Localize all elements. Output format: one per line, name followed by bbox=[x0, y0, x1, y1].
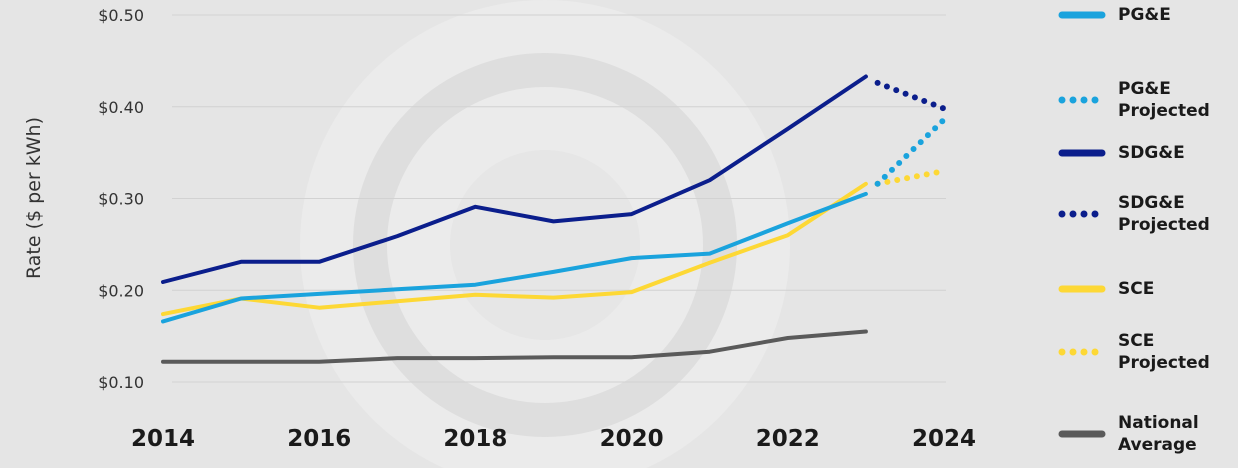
series-line-sdge bbox=[161, 74, 868, 284]
legend-item-sce-projected: SCE Projected bbox=[1058, 330, 1210, 374]
series-line-national-average bbox=[161, 329, 868, 364]
legend-label: PG&E bbox=[1118, 5, 1171, 25]
legend-item-pge-projected: PG&E Projected bbox=[1058, 78, 1210, 122]
legend-label: SCE bbox=[1118, 279, 1155, 299]
gridlines bbox=[172, 14, 946, 383]
legend-swatch bbox=[1058, 210, 1106, 218]
watermark-logo bbox=[300, 0, 790, 468]
legend-swatch bbox=[1058, 11, 1106, 19]
series-line-sdge-projected bbox=[874, 79, 947, 112]
series-line-pge bbox=[161, 191, 868, 324]
x-tick-label: 2024 bbox=[912, 426, 976, 452]
legend-swatch bbox=[1058, 149, 1106, 157]
legend-item-sdge-projected: SDG&E Projected bbox=[1058, 192, 1210, 236]
legend-label: SDG&E bbox=[1118, 143, 1185, 163]
y-tick-label: $0.20 bbox=[98, 281, 144, 300]
legend-item-pge: PG&E bbox=[1058, 4, 1171, 26]
legend: PG&E PG&E Projected SDG&E SDG&E Projected SCE S… bbox=[1058, 0, 1238, 468]
x-tick-label: 2018 bbox=[443, 426, 507, 452]
legend-swatch bbox=[1058, 285, 1106, 293]
legend-item-sdge: SDG&E bbox=[1058, 142, 1185, 164]
y-axis-label: Rate ($ per kWh) bbox=[23, 117, 45, 279]
legend-label: SCE Projected bbox=[1118, 331, 1210, 373]
y-tick-label: $0.30 bbox=[98, 190, 144, 209]
x-tick-label: 2016 bbox=[287, 426, 351, 452]
y-axis: $0.10 $0.20 $0.30 $0.40 $0.50 bbox=[98, 6, 144, 392]
series-line-sce-projected bbox=[874, 168, 947, 187]
legend-swatch bbox=[1058, 430, 1106, 438]
series-line-sce bbox=[161, 181, 868, 317]
legend-label: National Average bbox=[1118, 413, 1199, 455]
series-line-pge-projected bbox=[874, 116, 947, 187]
legend-item-sce: SCE bbox=[1058, 278, 1154, 300]
legend-swatch bbox=[1058, 96, 1106, 104]
legend-label: SDG&E Projected bbox=[1118, 193, 1210, 235]
legend-item-national-average: National Average bbox=[1058, 412, 1199, 456]
legend-label: PG&E Projected bbox=[1118, 79, 1210, 121]
x-tick-label: 2020 bbox=[600, 426, 664, 452]
y-tick-label: $0.50 bbox=[98, 6, 144, 25]
y-tick-label: $0.10 bbox=[98, 373, 144, 392]
series-lines bbox=[161, 74, 947, 364]
legend-swatch bbox=[1058, 348, 1106, 356]
line-chart: $0.10$0.20$0.30$0.40$0.50 2014 2016 2018 20… bbox=[23, 0, 977, 468]
x-tick-label: 2022 bbox=[756, 426, 820, 452]
y-tick-label: $0.40 bbox=[98, 98, 144, 117]
x-tick-label: 2014 bbox=[131, 426, 195, 452]
x-axis: 2014 2016 2018 2020 2022 2024 bbox=[131, 426, 976, 452]
